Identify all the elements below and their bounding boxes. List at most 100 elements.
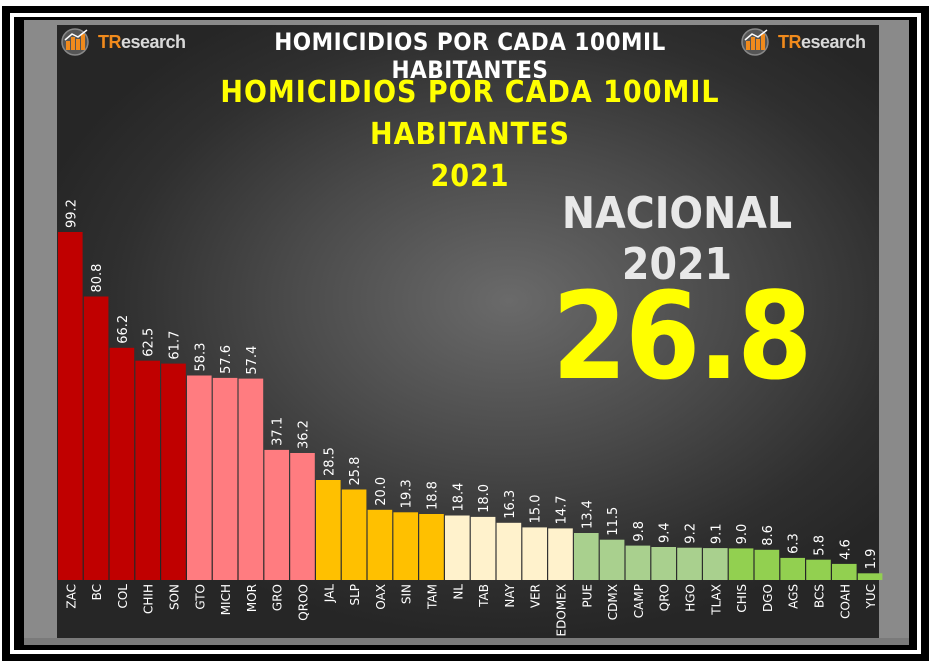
- value-label: 37.1: [271, 417, 286, 446]
- tresearch-logo-left: TResearch: [60, 26, 186, 58]
- bar-jal: [316, 480, 341, 580]
- value-label: 9.8: [632, 521, 647, 542]
- value-label: 57.6: [219, 345, 234, 374]
- bar-son: [161, 363, 186, 580]
- tresearch-logo-icon: [741, 28, 769, 56]
- tresearch-logo-text: TResearch: [98, 31, 186, 52]
- bar-ver: [522, 527, 547, 580]
- category-label: CHIS: [735, 584, 749, 613]
- category-label: QROO: [297, 584, 311, 621]
- category-label: HGO: [684, 584, 698, 612]
- category-label: MOR: [245, 584, 259, 612]
- bar-gro: [264, 449, 289, 580]
- category-label: VER: [529, 584, 543, 608]
- value-label: 62.5: [142, 328, 157, 357]
- category-label: EDOMEX: [555, 584, 569, 636]
- value-label: 18.8: [426, 481, 441, 510]
- value-label: 11.5: [606, 507, 621, 536]
- category-label: BC: [90, 584, 104, 600]
- bar-col: [109, 347, 135, 580]
- value-label: 25.8: [348, 457, 363, 486]
- value-label: 14.7: [555, 495, 570, 524]
- value-label: 9.4: [658, 522, 673, 543]
- bar-yuc: [857, 573, 883, 580]
- nacional-value: 26.8: [552, 268, 812, 407]
- value-label: 13.4: [580, 500, 595, 529]
- category-label: ZAC: [64, 584, 78, 609]
- bar-tam: [419, 514, 444, 580]
- bar-nl: [445, 515, 470, 580]
- bar-hgo: [677, 547, 702, 580]
- left-side-strip: [24, 25, 57, 638]
- bar-cdmx: [599, 539, 625, 580]
- bar-camp: [625, 545, 651, 580]
- value-label: 19.3: [400, 479, 415, 508]
- category-label: NL: [451, 584, 465, 600]
- category-label: YUC: [864, 584, 878, 610]
- value-label: 16.3: [503, 490, 518, 519]
- category-label: OAX: [374, 584, 388, 610]
- top-title: HOMICIDIOS POR CADA 100MIL HABITANTES: [274, 28, 666, 84]
- category-label: CHIH: [142, 584, 156, 614]
- category-label: QRO: [658, 584, 672, 611]
- category-label: CDMX: [606, 584, 620, 620]
- value-label: 9.0: [735, 524, 750, 545]
- category-label: GTO: [193, 584, 207, 610]
- value-label: 57.4: [245, 346, 260, 375]
- nacional-label: NACIONAL 2021: [561, 188, 793, 290]
- bar-chih: [135, 360, 160, 580]
- value-label: 4.6: [838, 539, 853, 560]
- category-label: MICH: [219, 584, 233, 615]
- chart-title: HOMICIDIOS POR CADA 100MIL HABITANTES 20…: [120, 72, 820, 198]
- chart-title-line: HOMICIDIOS POR CADA 100MIL HABITANTES: [220, 75, 720, 152]
- value-label: 20.0: [374, 477, 389, 506]
- value-label: 36.2: [297, 420, 312, 449]
- value-label: 6.3: [787, 533, 802, 554]
- value-label: 18.0: [477, 484, 492, 513]
- bar-bcs: [806, 559, 831, 580]
- category-label: GRO: [271, 584, 285, 611]
- bar-zac: [58, 232, 83, 580]
- bar-sin: [393, 512, 418, 580]
- category-label: NAY: [503, 583, 517, 607]
- value-label: 9.1: [709, 523, 724, 544]
- tresearch-logo-text: TResearch: [778, 31, 866, 52]
- value-label: 66.2: [116, 315, 131, 344]
- bar-chis: [728, 548, 754, 580]
- value-label: 58.3: [193, 343, 208, 372]
- bar-gto: [187, 375, 212, 580]
- right-side-strip: [879, 25, 909, 638]
- category-label: SIN: [400, 584, 414, 604]
- category-label: TAM: [426, 584, 440, 610]
- value-label: 80.8: [90, 264, 105, 293]
- category-label: DGO: [761, 584, 775, 612]
- bar-tab: [470, 516, 496, 580]
- bar-ags: [780, 557, 805, 580]
- bar-pue: [574, 533, 599, 580]
- top-strip: [24, 20, 909, 25]
- value-label: 28.5: [322, 447, 337, 476]
- bar-mich: [212, 377, 238, 580]
- value-label: 1.9: [864, 549, 879, 570]
- bar-bc: [83, 296, 109, 580]
- bar-mor: [238, 378, 264, 580]
- category-label: PUE: [580, 584, 594, 608]
- category-label: SON: [168, 584, 182, 610]
- bar-edomex: [548, 528, 573, 580]
- value-label: 99.2: [64, 199, 79, 228]
- category-label: BCS: [813, 584, 827, 608]
- bar-nay: [496, 522, 522, 580]
- bar-qroo: [290, 453, 315, 580]
- category-label: TAB: [477, 584, 491, 608]
- category-label: CAMP: [632, 584, 646, 618]
- value-label: 8.6: [761, 525, 776, 546]
- chart-subtitle: 2021: [430, 159, 510, 194]
- category-label: COL: [116, 584, 130, 609]
- category-label: COAH: [838, 584, 852, 619]
- category-label: AGS: [787, 584, 801, 609]
- bar-oax: [367, 509, 393, 580]
- tresearch-logo-right: TResearch: [740, 26, 866, 58]
- bar-qro: [651, 547, 676, 580]
- value-label: 61.7: [168, 331, 183, 360]
- bar-slp: [341, 489, 367, 580]
